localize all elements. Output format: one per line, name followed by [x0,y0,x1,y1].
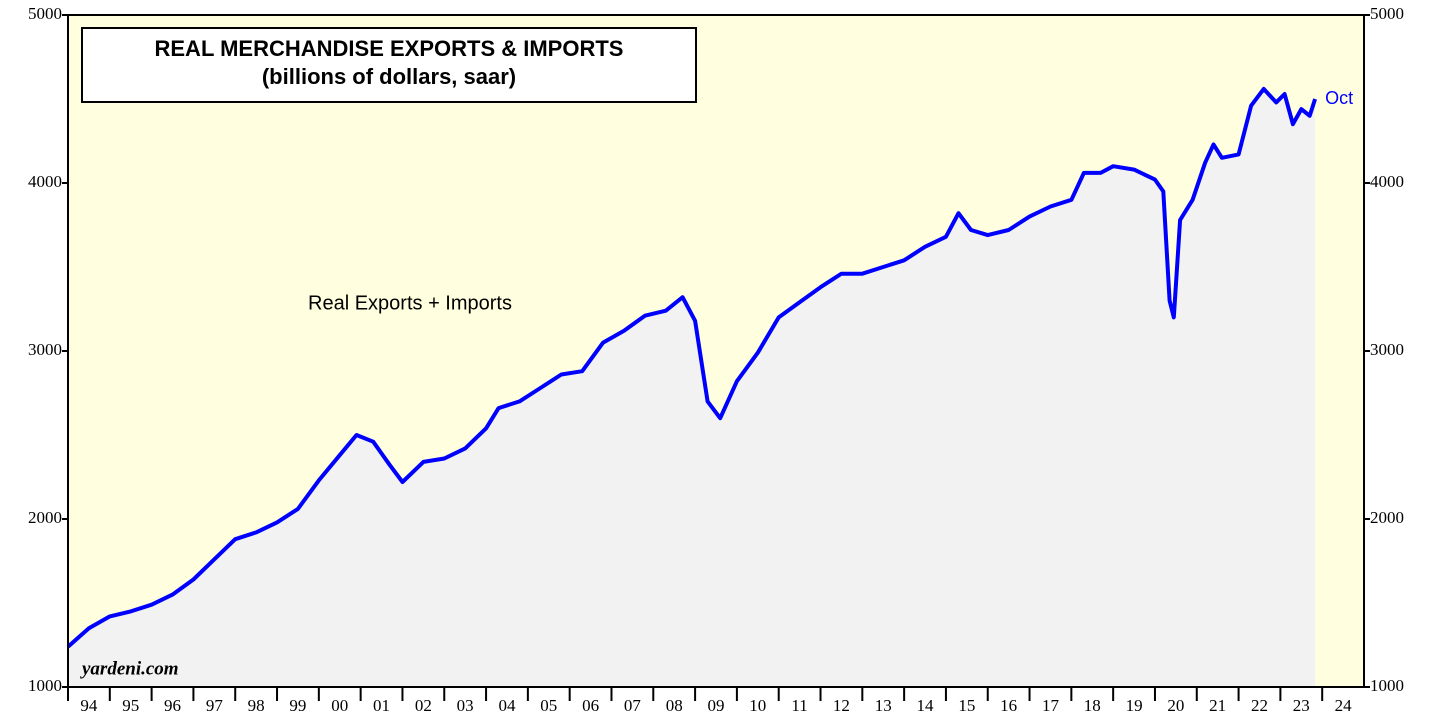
chart-subtitle: (billions of dollars, saar) [262,64,516,89]
x-tick-label: 12 [833,696,850,715]
x-tick-label: 99 [289,696,306,715]
x-tick-label: 15 [958,696,975,715]
x-tick-label: 20 [1167,696,1184,715]
source: yardeni.com [80,658,179,679]
x-tick-label: 10 [749,696,766,715]
y-tick-label: 2000 [28,508,62,527]
y2-tick-label: 2000 [1370,508,1404,527]
y2-tick-label: 3000 [1370,340,1404,359]
series-label: Real Exports + Imports [308,292,512,314]
x-tick-label: 00 [331,696,348,715]
x-tick-label: 18 [1084,696,1101,715]
y-tick-label: 4000 [28,172,62,191]
y2-tick-label: 5000 [1370,4,1404,23]
chart-title: REAL MERCHANDISE EXPORTS & IMPORTS [155,36,624,61]
y-tick-label: 1000 [28,676,62,695]
x-tick-label: 03 [457,696,474,715]
x-tick-label: 96 [164,696,181,715]
x-tick-label: 14 [917,696,935,715]
x-tick-label: 97 [206,696,224,715]
x-tick-label: 94 [80,696,98,715]
y2-tick-label: 4000 [1370,172,1404,191]
x-tick-label: 13 [875,696,892,715]
y-tick-label: 3000 [28,340,62,359]
x-tick-label: 01 [373,696,390,715]
x-tick-label: 19 [1126,696,1143,715]
x-tick-label: 06 [582,696,599,715]
x-tick-label: 17 [1042,696,1060,715]
y-tick-label: 5000 [28,4,62,23]
x-tick-label: 21 [1209,696,1226,715]
x-tick-label: 11 [791,696,807,715]
end-label: Oct [1325,88,1353,108]
x-tick-label: 98 [248,696,265,715]
x-tick-label: 95 [122,696,139,715]
x-tick-label: 08 [666,696,683,715]
x-tick-label: 22 [1251,696,1268,715]
x-tick-label: 23 [1293,696,1310,715]
line [66,86,1318,649]
x-tick-label: 16 [1000,696,1017,715]
x-tick-label: 07 [624,696,642,715]
x-tick-label: 04 [498,696,516,715]
x-tick-label: 09 [708,696,725,715]
x-tick-label: 24 [1335,696,1353,715]
area [68,88,1316,687]
y2-tick-label: 1000 [1370,676,1404,695]
title-box [81,27,697,103]
x-tick-label: 02 [415,696,432,715]
x-tick-label: 05 [540,696,557,715]
